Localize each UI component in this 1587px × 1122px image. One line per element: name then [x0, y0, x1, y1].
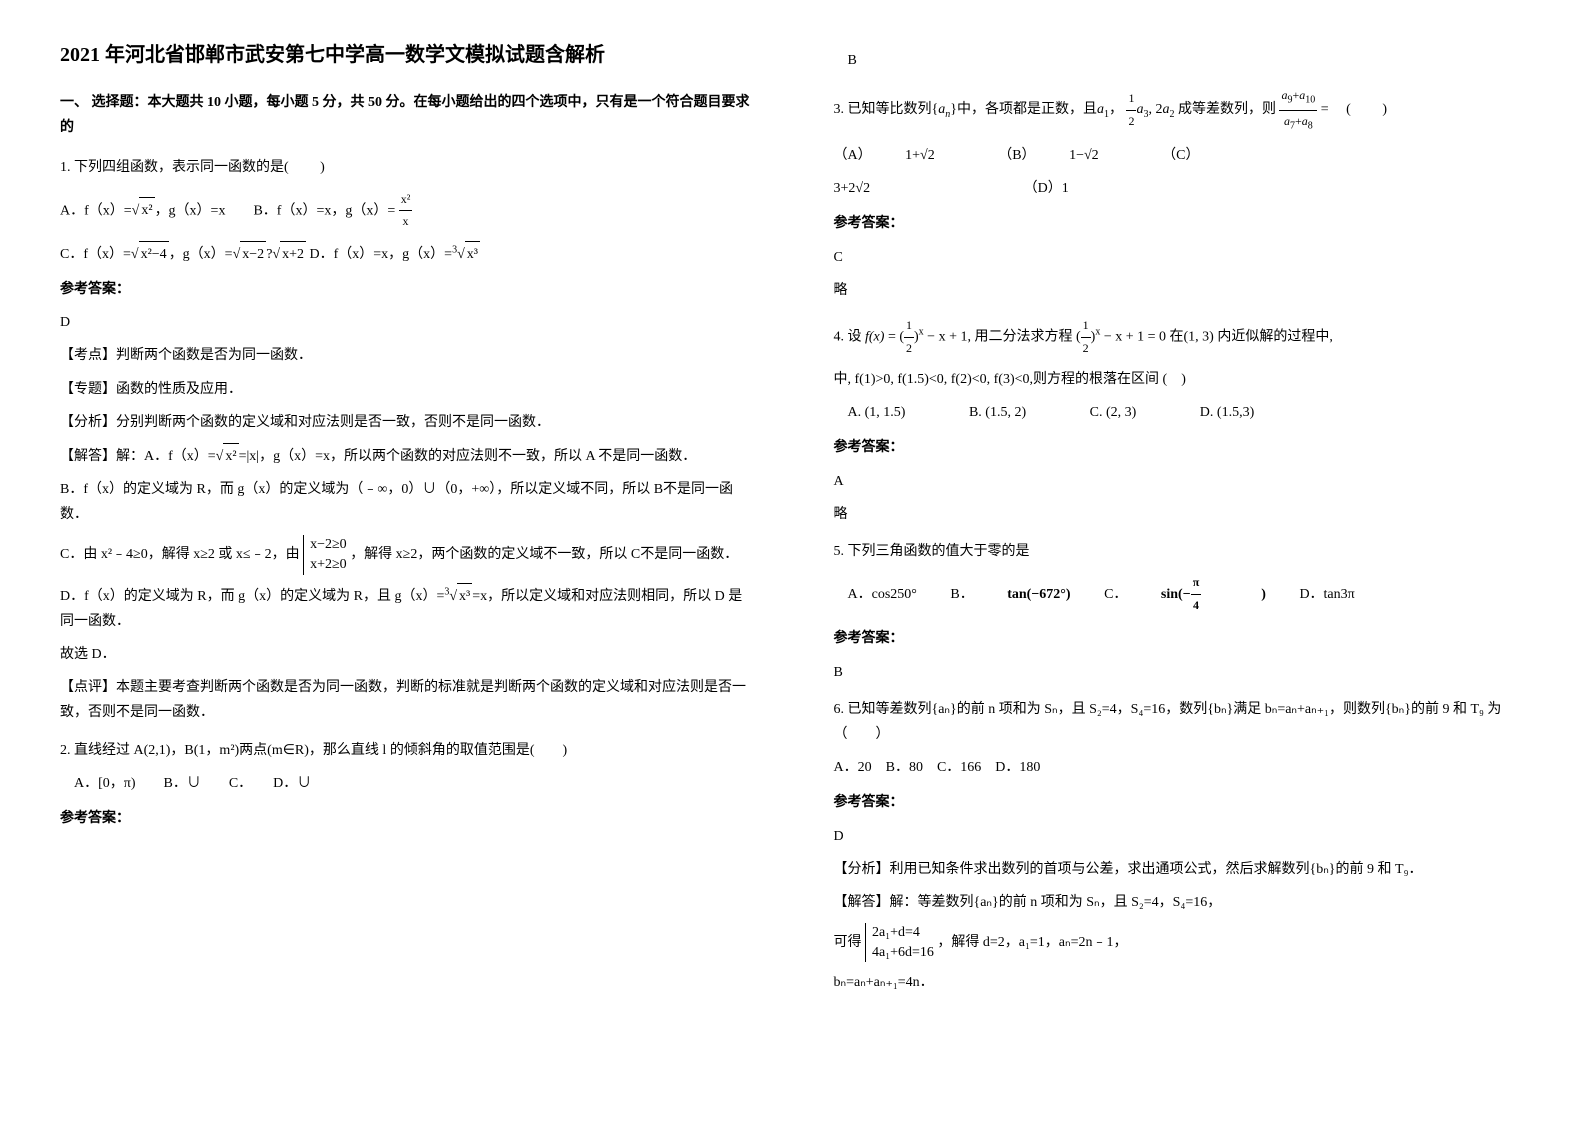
- q4-answer: A: [834, 469, 1528, 494]
- q6-solve-1: 【解答】解：等差数列{aₙ}的前 n 项和为 Sₙ，且 S₂=4，S₄=16，: [834, 890, 1528, 915]
- q1-conclusion: 故选 D．: [60, 642, 754, 667]
- q1-options-cd: C．f（x）=√x²−4，g（x）=√x−2?√x+2 D．f（x）=x，g（x…: [60, 241, 754, 267]
- q3-answer-label: 参考答案：: [834, 211, 1528, 236]
- q2-options: A．[0，π) B．∪ C． D．∪: [60, 771, 754, 796]
- q6-solve-2: 可得 2a₁+d=4 4a₁+6d=16 ，解得 d=2，a₁=1，aₙ=2n﹣…: [834, 923, 1528, 962]
- q6-answer-label: 参考答案：: [834, 790, 1528, 815]
- question-2: 2. 直线经过 A(2,1)，B(1，m²)两点(m∈R)，那么直线 l 的倾斜…: [60, 738, 754, 832]
- q5-options: A．cos250° B． tan(−672°) C． sin(−π4) D．ta…: [834, 572, 1528, 616]
- q6-answer: D: [834, 824, 1528, 849]
- q1-options-ab: A．f（x）=√x²，g（x）=x B．f（x）=x，g（x）= x²x: [60, 189, 754, 233]
- page-title: 2021 年河北省邯郸市武安第七中学高一数学文模拟试题含解析: [60, 40, 754, 70]
- q3-answer: C: [834, 245, 1528, 270]
- q1-solve-a: 【解答】解：A．f（x）=√x²=|x|，g（x）=x，所以两个函数的对应法则不…: [60, 443, 754, 469]
- q5-stem: 5. 下列三角函数的值大于零的是: [834, 539, 1528, 564]
- q4-note: 略: [834, 502, 1528, 527]
- q1-topic: 【考点】判断两个函数是否为同一函数．: [60, 343, 754, 368]
- q6-analysis: 【分析】利用已知条件求出数列的首项与公差，求出通项公式，然后求解数列{bₙ}的前…: [834, 857, 1528, 882]
- q1-analysis: 【分析】分别判断两个函数的定义域和对应法则是否一致，否则不是同一函数．: [60, 410, 754, 435]
- q3-note: 略: [834, 278, 1528, 303]
- q4-answer-label: 参考答案：: [834, 435, 1528, 460]
- q1-comment: 【点评】本题主要考查判断两个函数是否为同一函数，判断的标准就是判断两个函数的定义…: [60, 675, 754, 725]
- q5-answer-label: 参考答案：: [834, 626, 1528, 651]
- q1-solve-c: C．由 x²﹣4≥0，解得 x≥2 或 x≤﹣2，由 x−2≥0 x+2≥0 ，…: [60, 535, 754, 574]
- question-3: 3. 已知等比数列{an}中，各项都是正数，且a1， 12a3, 2a2 成等差…: [834, 85, 1528, 303]
- q1-answer-label: 参考答案：: [60, 277, 754, 302]
- q3-options: （A） 1+√2 （B） 1−√2 （C）: [834, 143, 1528, 168]
- q6-options: A．20 B．80 C．166 D．180: [834, 755, 1528, 780]
- question-4: 4. 设 f(x) = (12)x − x + 1, 用二分法求方程 (12)x…: [834, 315, 1528, 527]
- q1-solve-d: D．f（x）的定义域为 R，而 g（x）的定义域为 R，且 g（x）=3√x³=…: [60, 583, 754, 634]
- q5-answer: B: [834, 660, 1528, 685]
- q3-stem: 3. 已知等比数列{an}中，各项都是正数，且a1， 12a3, 2a2 成等差…: [834, 85, 1528, 135]
- q2-answer-label: 参考答案：: [60, 806, 754, 831]
- q3-options-2: 3+2√2 （D）1: [834, 176, 1528, 201]
- q1-stem: 1. 下列四组函数，表示同一函数的是( ): [60, 155, 754, 180]
- q6-solve-3: bₙ=aₙ+aₙ₊₁=4n．: [834, 970, 1528, 995]
- question-6: 6. 已知等差数列{aₙ}的前 n 项和为 Sₙ，且 S₂=4，S₄=16，数列…: [834, 697, 1528, 996]
- question-1: 1. 下列四组函数，表示同一函数的是( ) A．f（x）=√x²，g（x）=x …: [60, 155, 754, 725]
- q2-answer: B: [834, 48, 1528, 73]
- q2-stem: 2. 直线经过 A(2,1)，B(1，m²)两点(m∈R)，那么直线 l 的倾斜…: [60, 738, 754, 763]
- q1-solve-b: B．f（x）的定义域为 R，而 g（x）的定义域为（﹣∞，0）∪（0，+∞），所…: [60, 477, 754, 527]
- q4-options: A. (1, 1.5) B. (1.5, 2) C. (2, 3) D. (1.…: [834, 400, 1528, 425]
- q1-subject: 【专题】函数的性质及应用．: [60, 377, 754, 402]
- q6-stem: 6. 已知等差数列{aₙ}的前 n 项和为 Sₙ，且 S₂=4，S₄=16，数列…: [834, 697, 1528, 747]
- question-5: 5. 下列三角函数的值大于零的是 A．cos250° B． tan(−672°)…: [834, 539, 1528, 685]
- q4-stem-l2: 中, f(1)>0, f(1.5)<0, f(2)<0, f(3)<0,则方程的…: [834, 367, 1528, 392]
- section-1-header: 一、 选择题：本大题共 10 小题，每小题 5 分，共 50 分。在每小题给出的…: [60, 90, 754, 140]
- q4-stem-l1: 4. 设 f(x) = (12)x − x + 1, 用二分法求方程 (12)x…: [834, 315, 1528, 359]
- q1-answer: D: [60, 310, 754, 335]
